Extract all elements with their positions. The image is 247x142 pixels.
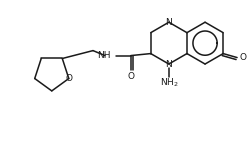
Text: NH: NH <box>97 51 111 60</box>
Text: N: N <box>165 18 172 27</box>
Text: NH$_2$: NH$_2$ <box>160 77 178 89</box>
Text: O: O <box>127 73 134 82</box>
Text: N: N <box>165 59 172 69</box>
Text: O: O <box>239 53 246 62</box>
Text: O: O <box>65 74 72 83</box>
